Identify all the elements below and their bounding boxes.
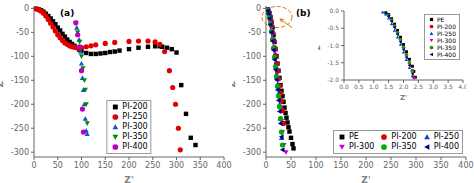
- html-text:(b): (b): [296, 8, 311, 18]
- svg-text:0.0: 0.0: [329, 8, 339, 14]
- svg-text:200: 200: [121, 161, 136, 170]
- svg-text:Z'': Z'': [318, 41, 322, 50]
- svg-text:200: 200: [358, 161, 373, 170]
- html-text:PI-250: PI-250: [122, 112, 148, 121]
- svg-text:-100: -100: [243, 52, 261, 61]
- html-text:PI-300: PI-300: [437, 37, 456, 44]
- svg-text:0: 0: [31, 161, 36, 170]
- svg-text:Z': Z': [361, 175, 370, 183]
- html-text:PI-200: PI-200: [391, 132, 417, 141]
- html-text:PI-400: PI-400: [433, 142, 459, 151]
- svg-text:-300: -300: [243, 148, 261, 157]
- html-text:PE: PE: [349, 132, 359, 141]
- svg-text:0.0: 0.0: [339, 83, 349, 90]
- svg-text:-2.0: -2.0: [327, 76, 339, 83]
- svg-text:-150: -150: [11, 76, 29, 85]
- svg-text:-1.5: -1.5: [327, 59, 339, 66]
- html-text:PI-400: PI-400: [122, 142, 148, 151]
- svg-text:4.0: 4.0: [458, 83, 466, 90]
- svg-text:400: 400: [458, 161, 466, 170]
- svg-text:0.5: 0.5: [354, 83, 364, 90]
- svg-text:350: 350: [433, 161, 448, 170]
- svg-text:3.5: 3.5: [443, 83, 453, 90]
- svg-text:250: 250: [145, 161, 160, 170]
- svg-text:50: 50: [53, 161, 63, 170]
- svg-text:0: 0: [263, 161, 268, 170]
- svg-text:2.0: 2.0: [399, 83, 409, 90]
- svg-text:-50: -50: [16, 28, 29, 37]
- svg-text:Z': Z': [400, 94, 407, 100]
- svg-text:-1.0: -1.0: [327, 42, 339, 49]
- svg-text:1.5: 1.5: [384, 83, 394, 90]
- svg-text:-0.5: -0.5: [327, 24, 339, 31]
- svg-text:300: 300: [169, 161, 184, 170]
- svg-text:150: 150: [98, 161, 113, 170]
- svg-text:0: 0: [24, 4, 29, 13]
- svg-text:150: 150: [333, 161, 348, 170]
- svg-text:250: 250: [383, 161, 398, 170]
- html-text:PI-250: PI-250: [433, 132, 459, 141]
- html-text:PI-300: PI-300: [122, 122, 148, 131]
- svg-text:-200: -200: [243, 100, 261, 109]
- html-text:PI-250: PI-250: [437, 30, 456, 37]
- svg-text:-300: -300: [11, 148, 29, 157]
- svg-text:-250: -250: [11, 124, 29, 133]
- svg-text:50: 50: [286, 161, 296, 170]
- html-text:PI-350: PI-350: [437, 44, 456, 51]
- html-text:PI-400: PI-400: [437, 51, 456, 58]
- html-text:PI-300: PI-300: [349, 142, 375, 151]
- svg-text:-200: -200: [11, 100, 29, 109]
- svg-text:-150: -150: [243, 76, 261, 85]
- svg-text:-250: -250: [243, 124, 261, 133]
- html-text:PE: PE: [437, 16, 445, 23]
- html-text:(a): (a): [60, 8, 75, 18]
- svg-text:Z': Z': [124, 175, 133, 183]
- html-text:PI-200: PI-200: [122, 102, 148, 111]
- svg-text:2.5: 2.5: [414, 83, 424, 90]
- svg-text:100: 100: [308, 161, 323, 170]
- svg-text:3.0: 3.0: [428, 83, 438, 90]
- svg-text:300: 300: [408, 161, 423, 170]
- svg-text:Z'': Z'': [232, 75, 237, 87]
- svg-text:-100: -100: [11, 52, 29, 61]
- html-text:PI-350: PI-350: [391, 142, 417, 151]
- svg-text:0: 0: [256, 4, 261, 13]
- svg-text:-50: -50: [248, 28, 261, 37]
- svg-text:1.0: 1.0: [369, 83, 379, 90]
- svg-text:400: 400: [216, 161, 231, 170]
- html-text:PI-200: PI-200: [437, 23, 456, 30]
- html-text:PI-350: PI-350: [122, 132, 148, 141]
- svg-text:100: 100: [74, 161, 89, 170]
- svg-text:350: 350: [193, 161, 208, 170]
